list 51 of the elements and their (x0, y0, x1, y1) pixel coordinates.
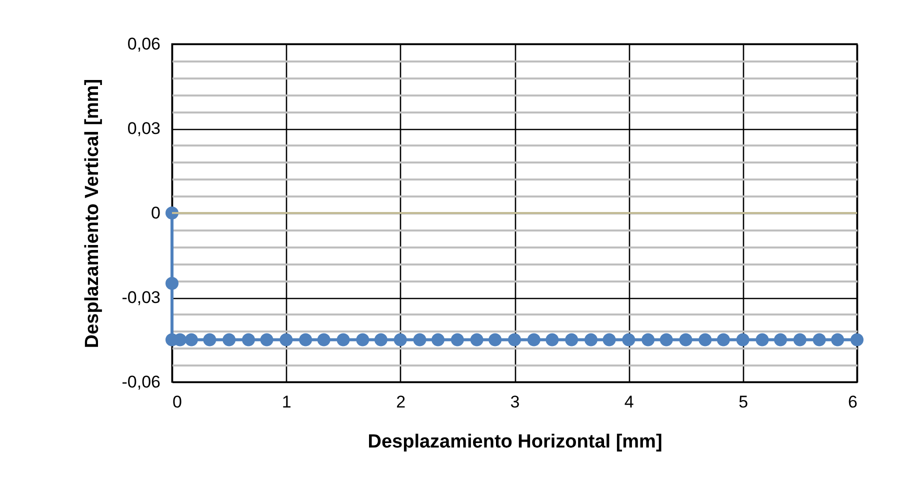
point (317, 333, 330, 346)
x-axis-title: Desplazamiento Horizontal [mm] (368, 432, 662, 452)
point (831, 333, 844, 346)
point (736, 333, 750, 346)
point (527, 333, 540, 346)
x-tick-label: 1 (282, 392, 292, 412)
point (698, 333, 712, 346)
point (394, 333, 407, 346)
point (546, 333, 559, 346)
y-tick-label: 0 (151, 204, 160, 222)
point (756, 333, 769, 346)
point (280, 333, 293, 346)
point (222, 333, 236, 346)
y-tick-label: 0,06 (127, 34, 160, 54)
point (774, 333, 788, 346)
point (165, 276, 179, 290)
point (642, 333, 655, 346)
x-tick-label: 4 (624, 392, 634, 412)
point (660, 333, 673, 346)
point (470, 333, 484, 346)
point (602, 333, 616, 346)
point (488, 333, 502, 346)
point (431, 333, 445, 346)
y-axis-title: Desplazamiento Vertical [mm] (82, 78, 103, 348)
point (850, 333, 864, 346)
point (374, 333, 388, 346)
x-tick-label: 3 (510, 392, 520, 412)
point (565, 333, 578, 346)
point (584, 333, 598, 346)
x-tick-label: 0 (172, 392, 182, 412)
x-tick-label: 5 (738, 392, 748, 412)
point (184, 333, 198, 346)
point (356, 333, 370, 346)
y-tick-label: -0,06 (122, 372, 160, 392)
point (299, 333, 312, 346)
y-tick-label: 0,03 (127, 119, 160, 138)
point (336, 333, 350, 346)
point (793, 333, 806, 346)
x-tick-label: 6 (848, 392, 858, 412)
point (508, 333, 522, 346)
x-tick-label: 2 (396, 392, 406, 412)
point (716, 333, 730, 346)
y-tick-label: -0,03 (122, 288, 160, 307)
point (622, 333, 636, 346)
point (260, 333, 274, 346)
point (812, 333, 826, 346)
point (242, 333, 256, 346)
point (203, 333, 216, 346)
point (413, 333, 426, 346)
point (679, 333, 692, 346)
point (450, 333, 464, 346)
